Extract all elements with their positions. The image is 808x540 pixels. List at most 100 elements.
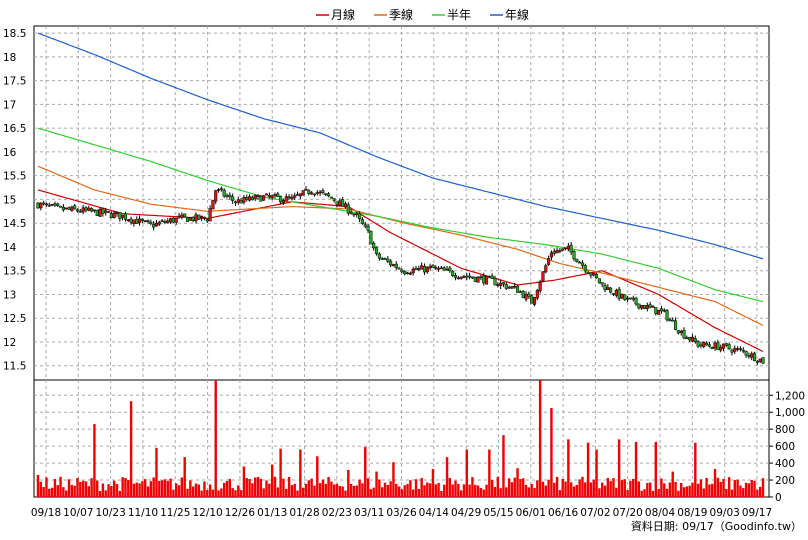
- volume-bar: [248, 478, 251, 497]
- candle: [648, 301, 652, 309]
- volume-bar: [316, 456, 319, 497]
- candle-body: [366, 225, 370, 231]
- candle-body: [558, 250, 562, 252]
- date-tick-label: 03/26: [386, 507, 417, 519]
- volume-bar: [445, 457, 449, 497]
- candlesticks: [36, 186, 765, 366]
- candle-body: [273, 194, 277, 196]
- candle-body: [191, 216, 195, 221]
- volume-bar: [426, 482, 429, 497]
- candle-body: [61, 206, 65, 211]
- volume-bar: [90, 478, 93, 497]
- candle: [112, 210, 116, 219]
- candle-body: [431, 264, 435, 268]
- price-tick-label: 12: [3, 337, 16, 349]
- candle: [366, 223, 370, 234]
- volume-bar: [581, 476, 584, 497]
- volume-bar: [513, 477, 516, 497]
- candle-body: [106, 211, 111, 213]
- date-tick-label: 10/07: [63, 507, 93, 519]
- candle-body: [473, 276, 477, 282]
- volume-bar: [96, 480, 99, 497]
- volume-bar: [598, 488, 601, 497]
- candle: [281, 198, 285, 205]
- volume-bar: [750, 480, 753, 497]
- volume-bar: [395, 483, 398, 497]
- moving-average-line: [37, 32, 764, 260]
- candle-body: [129, 218, 133, 223]
- volume-bar: [256, 477, 260, 497]
- volume-bar: [262, 488, 265, 497]
- candle-body: [422, 266, 427, 273]
- candle: [321, 188, 325, 195]
- candle: [473, 276, 477, 283]
- date-tick-label: 06/01: [516, 507, 546, 519]
- volume-bar: [169, 478, 172, 497]
- volume-bar: [141, 481, 144, 497]
- volume-bar: [451, 484, 454, 497]
- candle-body: [225, 195, 229, 197]
- volume-bar: [643, 489, 646, 497]
- price-tick-label: 14: [3, 242, 17, 254]
- candle-body: [580, 262, 585, 266]
- candle-body: [64, 207, 68, 210]
- volume-bar: [578, 479, 581, 497]
- candle-body: [205, 219, 209, 222]
- volume-bar: [465, 449, 468, 497]
- candle-body: [101, 208, 105, 214]
- candle-body: [417, 268, 421, 270]
- candle-body: [138, 218, 142, 223]
- volume-bar: [725, 488, 728, 497]
- candle: [397, 266, 401, 270]
- candle: [752, 351, 757, 362]
- candle: [106, 211, 111, 213]
- candle-body: [287, 196, 291, 199]
- volume-bar: [558, 490, 562, 497]
- candle: [304, 186, 308, 191]
- candle-body: [589, 272, 593, 276]
- volume-bar: [572, 486, 576, 497]
- volume-bar: [352, 485, 356, 497]
- candle-body: [499, 282, 503, 286]
- candle-body: [132, 219, 136, 224]
- candle-body: [671, 319, 675, 322]
- volume-bar: [180, 477, 184, 497]
- volume-bar: [719, 481, 722, 497]
- candle-body: [386, 258, 390, 262]
- candle: [558, 248, 562, 254]
- price-tick-label: 13.5: [3, 266, 26, 278]
- candle-body: [315, 192, 319, 194]
- volume-bar: [654, 441, 658, 497]
- volume-bar: [270, 464, 274, 497]
- volume-bar: [711, 483, 714, 497]
- volume-bar: [648, 482, 652, 497]
- volume-bar: [87, 486, 90, 497]
- candle: [544, 263, 548, 274]
- volume-bar: [239, 490, 243, 497]
- volume-bar: [217, 490, 220, 497]
- candle-body: [702, 341, 706, 347]
- candle-body: [284, 196, 288, 202]
- candle-body: [566, 245, 570, 250]
- candle-body: [81, 207, 85, 213]
- candle-body: [679, 330, 683, 333]
- volume-bar: [338, 486, 342, 497]
- candle: [157, 220, 161, 227]
- candle-body: [104, 210, 108, 213]
- candle: [264, 193, 269, 196]
- candle-body: [264, 193, 269, 196]
- candle: [276, 191, 280, 198]
- volume-bar: [392, 462, 395, 497]
- volume-bar: [671, 471, 674, 497]
- candle-body: [383, 258, 387, 260]
- candle: [146, 219, 150, 224]
- volume-bar: [620, 480, 624, 497]
- candle: [39, 202, 43, 211]
- candle-body: [586, 271, 590, 274]
- candle: [374, 246, 379, 256]
- candle: [733, 345, 737, 355]
- candle-body: [183, 213, 187, 217]
- volume-bar: [386, 484, 390, 497]
- candle-body: [50, 204, 54, 206]
- candle-body: [380, 258, 384, 260]
